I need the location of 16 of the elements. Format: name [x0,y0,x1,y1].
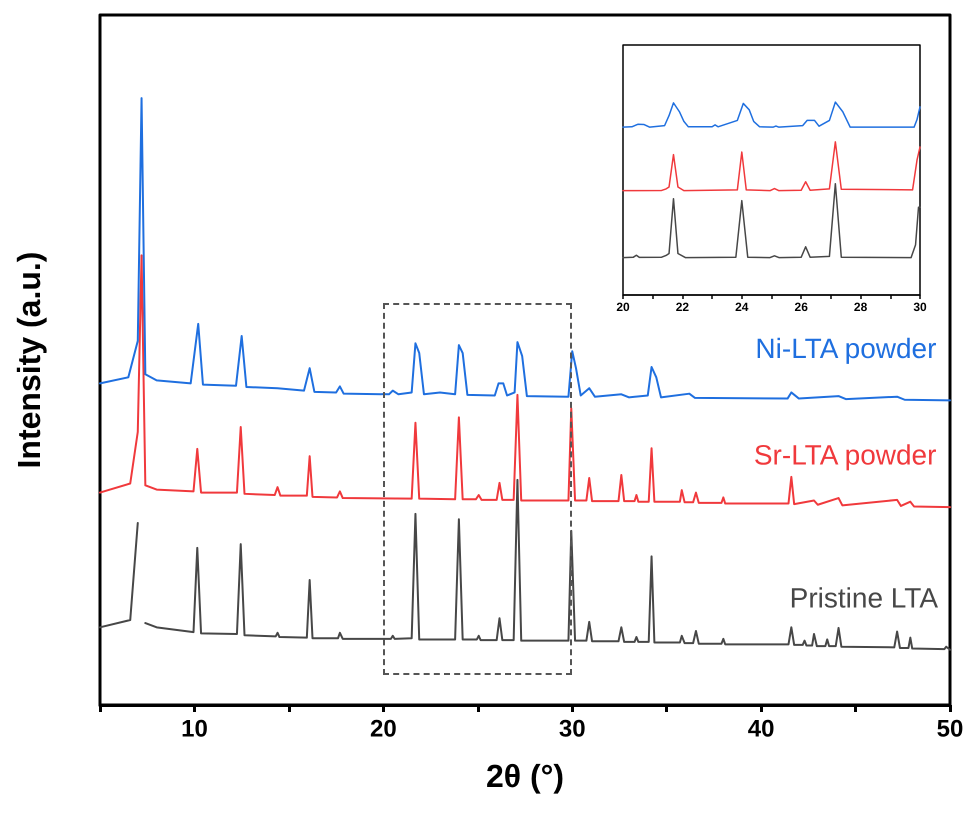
x-tick-label: 24 [735,300,749,314]
series-label: Pristine LTA [790,582,938,614]
x-tick-label: 30 [558,716,586,742]
x-tick-label: 20 [370,716,397,742]
x-tick-label: 22 [676,300,690,314]
x-axis-title: 2θ (°) [486,758,564,794]
x-tick-label: 20 [616,300,630,314]
series-label: Sr-LTA powder [754,440,936,471]
x-tick-label: 26 [794,300,808,314]
x-tick-label: 50 [936,716,964,742]
y-axis-title: Intensity (a.u.) [11,252,47,468]
x-tick-label: 30 [913,300,927,314]
series-label: Ni-LTA powder [755,332,936,364]
x-tick-label: 40 [748,716,774,742]
x-tick-label: 10 [181,716,208,742]
x-tick-label: 28 [854,300,868,314]
